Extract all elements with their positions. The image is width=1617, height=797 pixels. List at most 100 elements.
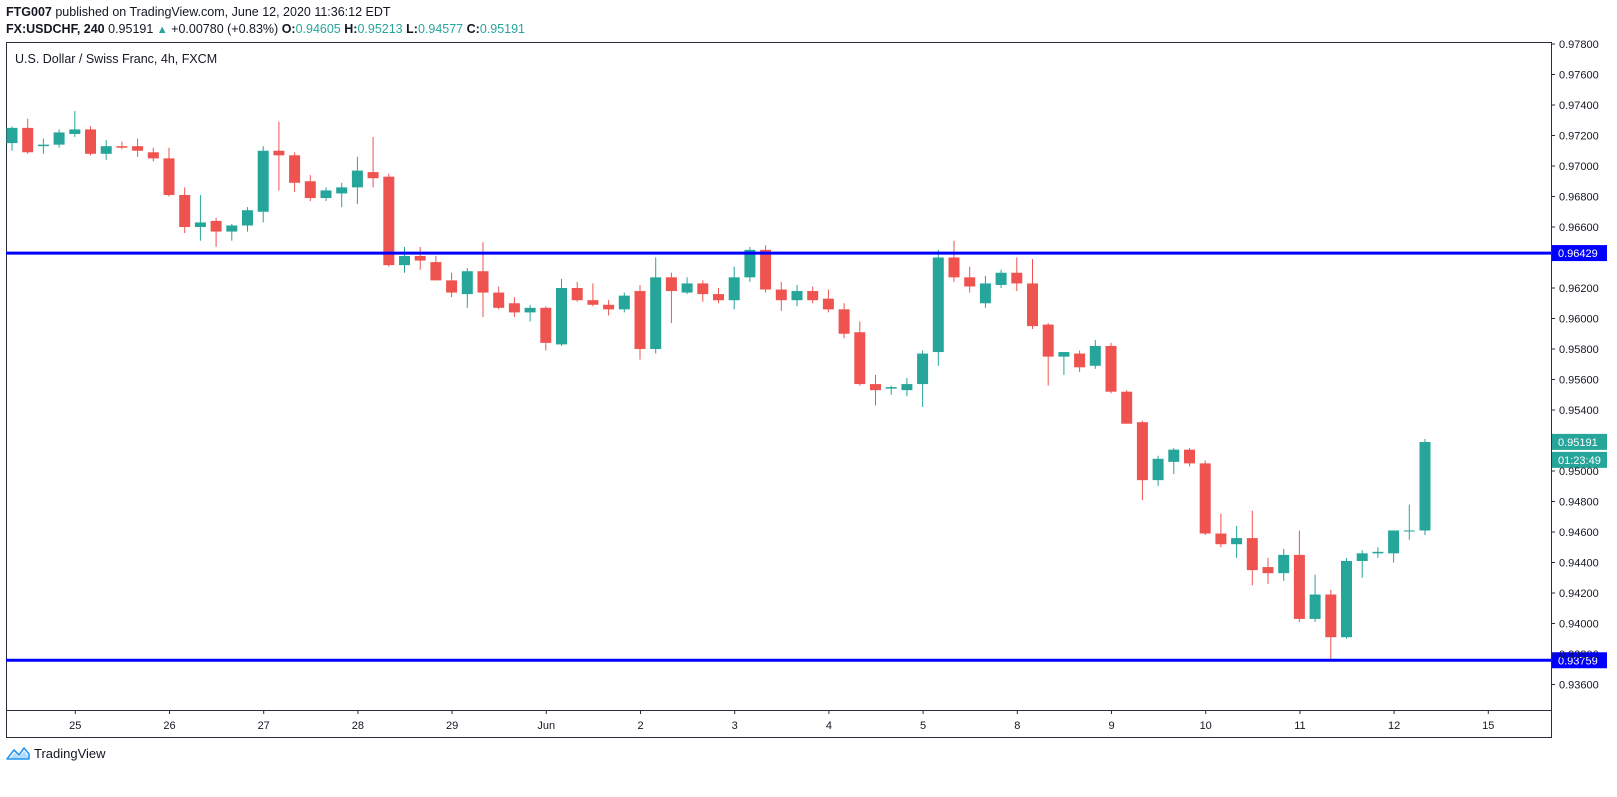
candle[interactable] (1184, 448, 1195, 467)
candle[interactable] (822, 289, 834, 313)
candle[interactable] (1215, 513, 1227, 548)
candle[interactable] (870, 374, 881, 406)
candle[interactable] (697, 280, 709, 302)
up-triangle-icon: ▲ (156, 24, 168, 36)
time-tick-label: 8 (1014, 720, 1020, 732)
candle[interactable] (901, 377, 913, 397)
candle[interactable] (540, 306, 552, 351)
bar-countdown-label-text: 01:23:49 (1558, 455, 1601, 467)
candle[interactable] (179, 187, 191, 234)
candle-body (1231, 538, 1243, 545)
candle[interactable] (22, 118, 34, 154)
candle[interactable] (132, 138, 144, 157)
candlestick-chart[interactable]: U.S. Dollar / Swiss Franc, 4h, FXCM 0.96… (0, 0, 1617, 745)
candle[interactable] (289, 152, 301, 192)
candle[interactable] (304, 175, 316, 202)
candle[interactable] (1199, 460, 1211, 536)
candle[interactable] (524, 304, 536, 322)
candle[interactable] (728, 266, 740, 310)
candle[interactable] (210, 217, 222, 247)
candle[interactable] (932, 249, 944, 366)
candle[interactable] (1042, 323, 1054, 386)
candle[interactable] (1121, 390, 1133, 424)
candle[interactable] (1309, 574, 1321, 622)
candle[interactable] (1293, 530, 1305, 622)
candle[interactable] (446, 272, 458, 298)
tradingview-brand[interactable]: TradingView (6, 745, 106, 761)
candle[interactable] (885, 385, 897, 395)
candle[interactable] (1341, 557, 1352, 639)
candle[interactable] (1168, 448, 1180, 475)
candle[interactable] (163, 147, 175, 197)
candle[interactable] (116, 141, 128, 150)
candle[interactable] (242, 207, 253, 232)
candle[interactable] (1419, 438, 1431, 536)
candle[interactable] (383, 173, 395, 267)
candle[interactable] (1246, 510, 1258, 586)
candle[interactable] (807, 286, 819, 304)
candle[interactable] (414, 246, 426, 270)
time-axis[interactable]: 25 26 27 28 29 Jun 2 3 4 5 8 9 10 11 12 15 (69, 710, 1494, 732)
candle[interactable] (571, 281, 583, 302)
candle[interactable] (587, 283, 599, 307)
candle[interactable] (1152, 455, 1164, 487)
candle[interactable] (1089, 339, 1101, 369)
candle[interactable] (1231, 525, 1243, 558)
candle[interactable] (556, 278, 567, 346)
candle[interactable] (69, 111, 81, 138)
candle[interactable] (367, 137, 379, 188)
candle[interactable] (320, 187, 332, 202)
candle[interactable] (995, 269, 1007, 288)
candle[interactable] (964, 266, 976, 293)
candle[interactable] (948, 240, 960, 282)
publisher-name[interactable]: FTG007 (6, 5, 52, 19)
candle[interactable] (226, 223, 238, 241)
candle[interactable] (461, 268, 473, 308)
candle[interactable] (336, 182, 348, 208)
candle[interactable] (1058, 352, 1070, 375)
candle[interactable] (1074, 350, 1086, 372)
candle[interactable] (194, 194, 206, 241)
candle[interactable] (665, 272, 677, 324)
candle[interactable] (508, 297, 520, 317)
candle[interactable] (1325, 589, 1337, 661)
candle[interactable] (257, 146, 269, 223)
candle[interactable] (6, 126, 18, 151)
candle[interactable] (1011, 257, 1023, 292)
candle[interactable] (979, 275, 991, 308)
candle[interactable] (1388, 530, 1400, 563)
candle[interactable] (650, 257, 662, 354)
candle[interactable] (85, 126, 96, 156)
price-axis[interactable]: 0.97800 0.97600 0.97400 0.97200 0.97000 0.968… (1551, 39, 1599, 692)
candle[interactable] (477, 242, 489, 317)
candle[interactable] (1372, 547, 1384, 558)
symbol-label[interactable]: FX:USDCHF, 240 (6, 22, 105, 36)
candle[interactable] (713, 288, 724, 304)
candle[interactable] (37, 138, 49, 154)
candle[interactable] (53, 129, 65, 148)
candle[interactable] (618, 292, 630, 313)
candle[interactable] (791, 284, 803, 307)
candle[interactable] (430, 255, 442, 281)
candle[interactable] (681, 277, 693, 295)
candle[interactable] (1278, 548, 1290, 581)
candle[interactable] (917, 350, 929, 407)
candle[interactable] (1403, 504, 1415, 540)
candle[interactable] (100, 140, 112, 160)
candle[interactable] (273, 121, 285, 191)
candle[interactable] (854, 321, 866, 386)
candle[interactable] (1027, 259, 1038, 330)
candle[interactable] (493, 286, 505, 310)
candle[interactable] (775, 281, 787, 311)
candle[interactable] (1356, 550, 1368, 578)
candle[interactable] (838, 303, 850, 339)
candle[interactable] (351, 156, 363, 205)
candle[interactable] (1105, 342, 1117, 394)
candle[interactable] (399, 246, 410, 273)
candle[interactable] (147, 147, 159, 162)
candle[interactable] (1136, 420, 1148, 500)
last-price-label-box (1552, 433, 1607, 450)
candle[interactable] (603, 300, 615, 316)
candle[interactable] (634, 284, 646, 360)
candle[interactable] (1262, 557, 1274, 584)
